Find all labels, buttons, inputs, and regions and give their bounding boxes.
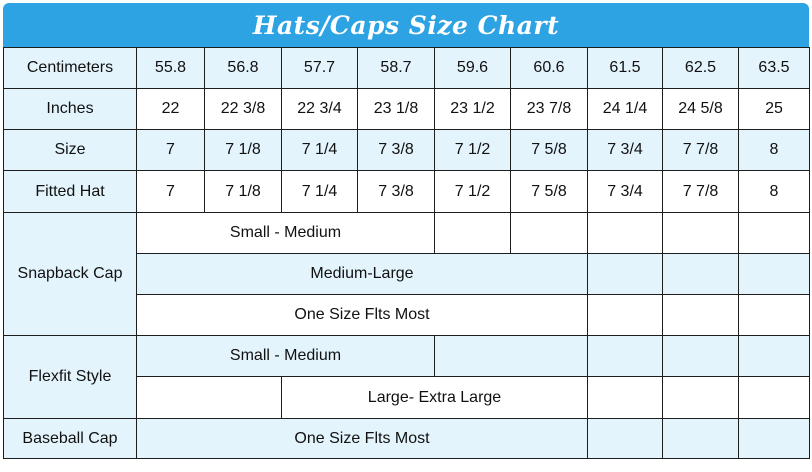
table-row-baseball: Baseball Cap One Size Flts Most — [3, 418, 810, 459]
table-cell: 23 7/8 — [510, 88, 588, 130]
table-cell: 56.8 — [204, 47, 282, 89]
row-label: Centimeters — [3, 47, 137, 89]
empty-cell — [662, 253, 739, 295]
range-cell: Small - Medium — [136, 212, 435, 254]
table-cell: 7 5/8 — [510, 170, 588, 213]
empty-cell — [510, 212, 588, 254]
table-cell: 8 — [738, 170, 810, 213]
table-row-snapback-small-medium: Snapback Cap Small - Medium — [3, 212, 810, 336]
empty-cell — [738, 418, 810, 459]
table-cell: 63.5 — [738, 47, 810, 89]
table-cell: 23 1/2 — [434, 88, 511, 130]
empty-cell — [587, 253, 663, 295]
table-cell: 8 — [738, 129, 810, 171]
table-cell: 62.5 — [662, 47, 739, 89]
empty-cell — [662, 335, 739, 377]
table-row-snapback-medium-large: Medium-Large — [4, 253, 810, 295]
empty-cell — [587, 294, 663, 336]
range-cell: Small - Medium — [136, 335, 435, 377]
table-cell: 7 7/8 — [662, 170, 739, 213]
table-cell: 22 — [136, 88, 205, 130]
table-cell: 60.6 — [510, 47, 588, 89]
table-cell: 7 1/4 — [281, 129, 358, 171]
range-cell: Large- Extra Large — [281, 376, 588, 419]
table-cell: 7 3/4 — [587, 170, 663, 213]
row-label: Size — [3, 129, 137, 171]
empty-cell — [662, 212, 739, 254]
row-label: Baseball Cap — [3, 418, 137, 459]
row-label: Inches — [3, 88, 137, 130]
empty-cell — [587, 418, 663, 459]
range-cell: One Size Flts Most — [136, 418, 588, 459]
table-cell: 7 1/2 — [434, 129, 511, 171]
table-cell: 23 1/8 — [357, 88, 435, 130]
empty-cell — [662, 418, 739, 459]
table-row-flexfit-small-medium: Flexfit Style Small - Medium — [3, 335, 810, 419]
table-cell: 7 7/8 — [662, 129, 739, 171]
empty-cell — [662, 376, 739, 419]
table-cell: 7 1/4 — [281, 170, 358, 213]
empty-cell — [738, 294, 810, 336]
row-label: Flexfit Style — [3, 335, 137, 419]
table-cell: 57.7 — [281, 47, 358, 89]
empty-cell — [587, 376, 663, 419]
table-cell: 58.7 — [357, 47, 435, 89]
size-chart: Hats/Caps Size Chart Centimeters 55.8 56… — [3, 3, 810, 465]
table-row-fitted-hat: Fitted Hat 7 7 1/8 7 1/4 7 3/8 7 1/2 7 5… — [3, 170, 810, 213]
table-cell: 7 — [136, 170, 205, 213]
table-cell: 7 5/8 — [510, 129, 588, 171]
empty-cell — [738, 335, 810, 377]
empty-cell — [136, 376, 282, 419]
chart-title: Hats/Caps Size Chart — [3, 3, 809, 47]
table-cell: 7 — [136, 129, 205, 171]
table-cell: 7 3/4 — [587, 129, 663, 171]
table-cell: 22 3/4 — [281, 88, 358, 130]
size-table: Centimeters 55.8 56.8 57.7 58.7 59.6 60.… — [3, 47, 810, 459]
empty-cell — [434, 212, 511, 254]
table-cell: 61.5 — [587, 47, 663, 89]
table-cell: 7 3/8 — [357, 170, 435, 213]
table-row-centimeters: Centimeters 55.8 56.8 57.7 58.7 59.6 60.… — [3, 47, 810, 89]
table-cell: 7 1/2 — [434, 170, 511, 213]
table-cell: 22 3/8 — [204, 88, 282, 130]
table-cell: 24 1/4 — [587, 88, 663, 130]
table-cell: 7 1/8 — [204, 129, 282, 171]
table-cell: 59.6 — [434, 47, 511, 89]
empty-cell — [587, 212, 663, 254]
empty-cell — [738, 212, 810, 254]
table-row-size: Size 7 7 1/8 7 1/4 7 3/8 7 1/2 7 5/8 7 3… — [3, 129, 810, 171]
table-cell: 25 — [738, 88, 810, 130]
empty-cell — [738, 253, 810, 295]
range-cell: Medium-Large — [136, 253, 588, 295]
row-label: Fitted Hat — [3, 170, 137, 213]
empty-cell — [738, 376, 810, 419]
range-cell: One Size Flts Most — [136, 294, 588, 336]
table-cell: 7 3/8 — [357, 129, 435, 171]
row-label: Snapback Cap — [3, 212, 137, 336]
table-cell: 24 5/8 — [662, 88, 739, 130]
empty-cell — [662, 294, 739, 336]
table-cell: 55.8 — [136, 47, 205, 89]
empty-cell — [587, 335, 663, 377]
table-row-flexfit-large-xl: Large- Extra Large — [4, 376, 810, 419]
empty-cell — [434, 335, 588, 377]
table-row-inches: Inches 22 22 3/8 22 3/4 23 1/8 23 1/2 23… — [3, 88, 810, 130]
table-cell: 7 1/8 — [204, 170, 282, 213]
